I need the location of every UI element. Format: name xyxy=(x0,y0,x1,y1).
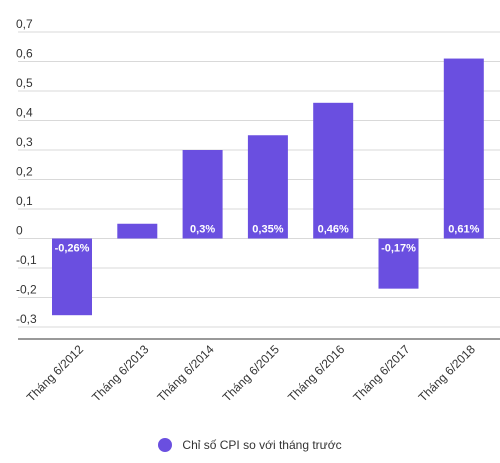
data-label: 0,46% xyxy=(318,224,349,236)
bar[interactable] xyxy=(117,223,158,239)
y-tick-label: 0,6 xyxy=(16,47,33,61)
bar[interactable] xyxy=(52,238,92,316)
data-label: -0,17% xyxy=(381,243,416,255)
y-tick-label: 0,7 xyxy=(16,17,33,31)
bar[interactable] xyxy=(182,150,223,239)
x-axis-labels: Tháng 6/2012 Tháng 6/2013 Tháng 6/2014 Thán… xyxy=(24,342,478,405)
y-tick-label: 0 xyxy=(16,224,23,238)
data-label: 0,61% xyxy=(448,224,479,236)
bar[interactable] xyxy=(378,238,419,289)
x-tick-label: Tháng 6/2016 xyxy=(285,342,348,405)
y-tick-label: 0,4 xyxy=(16,106,33,120)
x-tick-label: Tháng 6/2014 xyxy=(154,342,217,405)
y-tick-label: -0,1 xyxy=(16,253,37,267)
legend-label: Chỉ số CPI so với tháng trước xyxy=(182,438,342,452)
data-label: 0,35% xyxy=(252,224,283,236)
x-tick-label: Tháng 6/2017 xyxy=(350,342,413,405)
y-tick-label: -0,3 xyxy=(16,312,37,326)
x-tick-label: Tháng 6/2012 xyxy=(24,342,87,405)
x-tick-label: Tháng 6/2015 xyxy=(220,342,283,405)
y-axis-ticks: 0,7 0,6 0,5 0,4 0,3 0,2 0,1 0 -0,1 -0,2 -0,3 xyxy=(16,17,37,326)
x-tick-label: Tháng 6/2018 xyxy=(416,342,479,405)
bars xyxy=(52,58,484,316)
data-label: -0,26% xyxy=(55,243,90,255)
y-tick-label: 0,1 xyxy=(16,194,33,208)
bar[interactable] xyxy=(443,58,484,239)
bar[interactable] xyxy=(247,135,288,239)
y-tick-label: 0,5 xyxy=(16,76,33,90)
y-tick-label: -0,2 xyxy=(16,283,37,297)
data-labels: -0,26% 0,3% 0,35% 0,46% -0,17% 0,61% xyxy=(55,224,480,255)
legend-swatch-icon xyxy=(158,438,173,452)
bar[interactable] xyxy=(313,102,354,239)
y-tick-label: 0,3 xyxy=(16,135,33,149)
legend[interactable]: Chỉ số CPI so với tháng trước xyxy=(0,438,500,452)
y-tick-label: 0,2 xyxy=(16,165,33,179)
x-tick-label: Tháng 6/2013 xyxy=(89,342,152,405)
data-label: 0,3% xyxy=(190,224,215,236)
